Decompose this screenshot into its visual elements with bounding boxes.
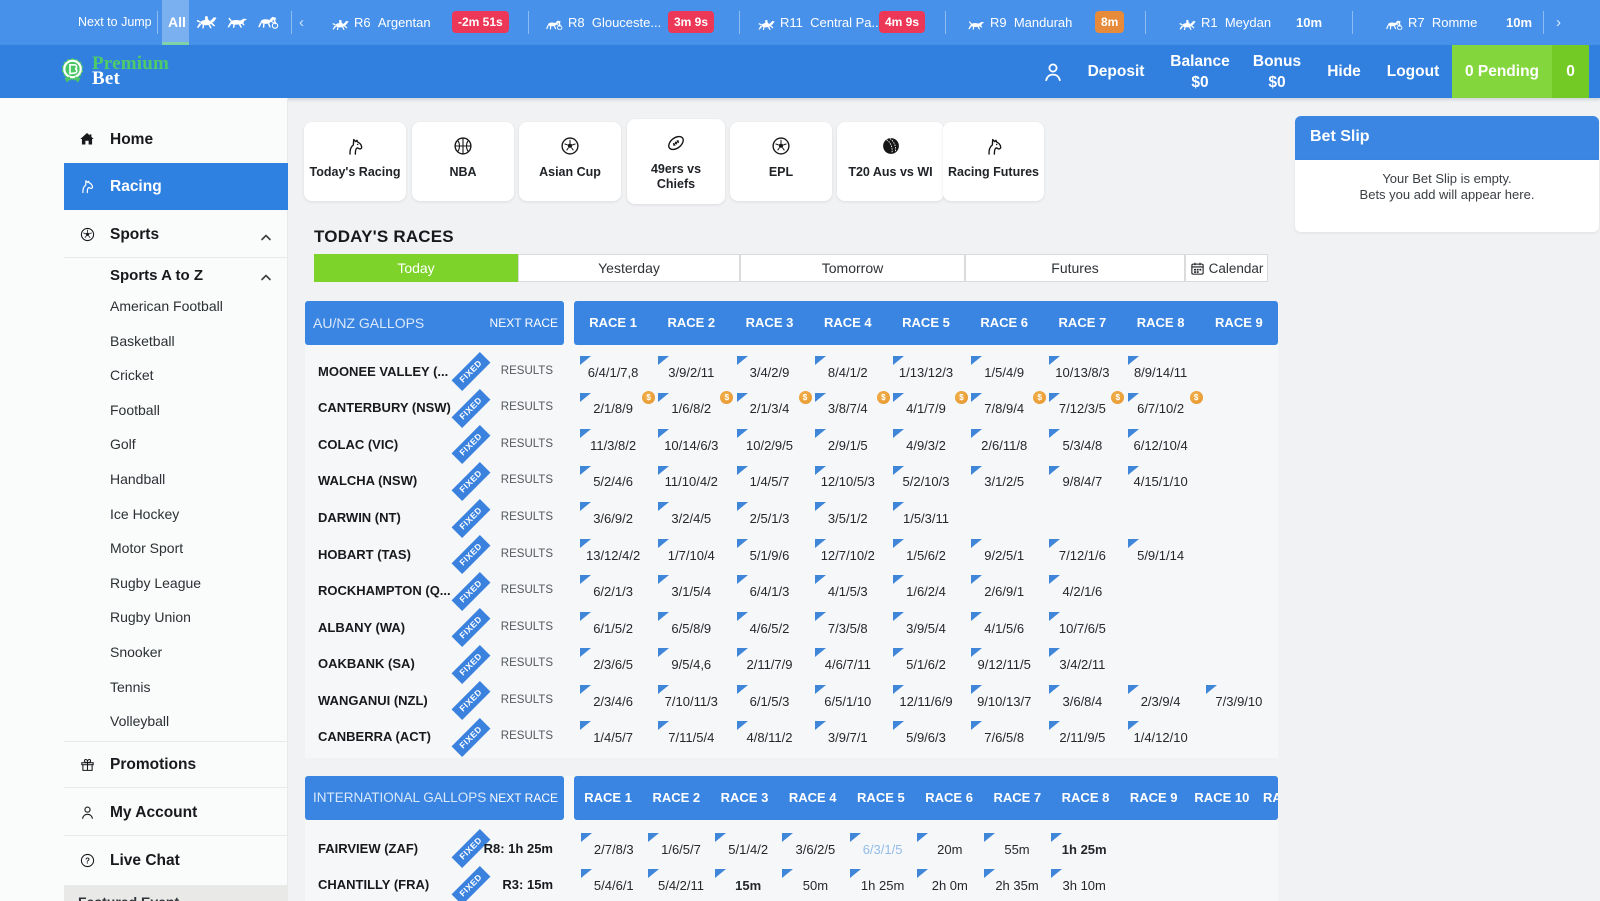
svg-text:?: ? <box>85 856 90 865</box>
